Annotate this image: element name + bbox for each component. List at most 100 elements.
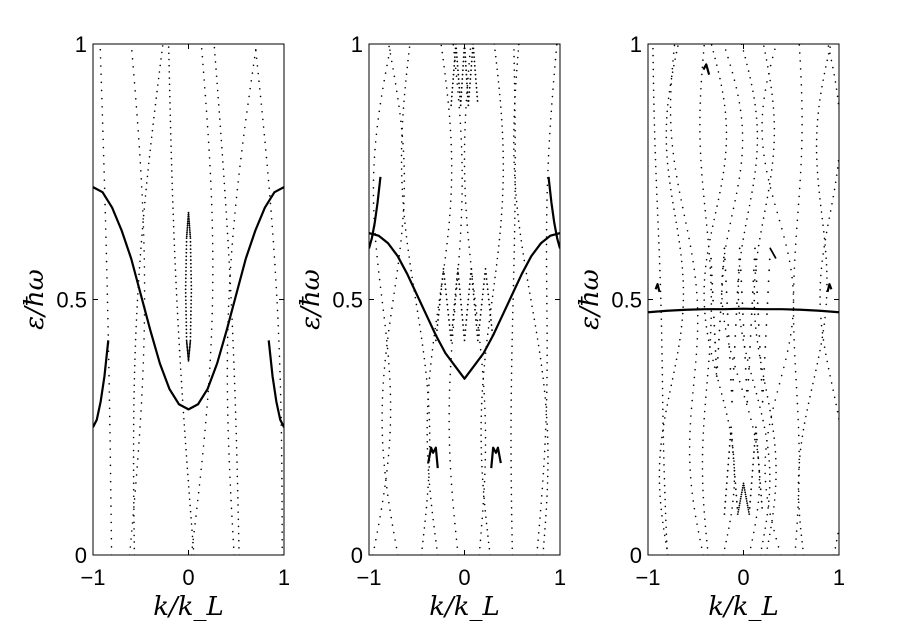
spectrum-dot: [279, 378, 282, 381]
band-dot-5: [723, 507, 726, 509]
spectrum-dot: [658, 242, 660, 244]
spectrum-dot: [480, 428, 482, 430]
spectrum-dot: [485, 522, 488, 525]
spectrum-dot: [661, 515, 663, 517]
band-dot-5: [488, 308, 491, 311]
spectrum-dot: [500, 219, 502, 222]
spectrum-dot: [692, 392, 694, 394]
spectrum-dot: [746, 63, 748, 66]
spectrum-dot: [389, 431, 391, 434]
spectrum-dot: [233, 361, 235, 363]
spectrum-dot: [542, 547, 545, 550]
spectrum-dot: [460, 216, 463, 219]
band-dot-4: [758, 346, 761, 348]
spectrum-dot: [754, 320, 756, 323]
spectrum-dot: [252, 64, 255, 67]
spectrum-dot: [466, 84, 469, 87]
spectrum-dot: [833, 73, 836, 76]
spectrum-dot: [771, 521, 773, 524]
spectrum-dot: [138, 442, 140, 444]
spectrum-dot: [236, 489, 239, 492]
spectrum-dot: [798, 44, 801, 46]
band-dot-4: [722, 265, 725, 268]
spectrum-dot: [796, 394, 798, 397]
spectrum-dot: [394, 83, 397, 85]
spectrum-dot: [773, 127, 776, 130]
band-dot-4: [751, 291, 754, 294]
band-dot-3: [189, 233, 192, 236]
spectrum-dot: [514, 89, 517, 92]
spectrum-dot: [272, 233, 274, 235]
spectrum-dot: [513, 55, 515, 58]
spectrum-dot: [399, 112, 401, 115]
spectrum-dot: [774, 492, 777, 494]
spectrum-dot: [791, 276, 793, 279]
spectrum-dot: [231, 523, 234, 525]
spectrum-dot: [672, 201, 674, 204]
spectrum-dot: [103, 171, 105, 173]
spectrum-dot: [500, 112, 503, 115]
spectrum-dot: [380, 508, 383, 510]
spectrum-dot: [816, 362, 819, 365]
spectrum-dot: [133, 508, 135, 511]
spectrum-dot: [232, 354, 235, 356]
spectrum-dot: [488, 320, 491, 323]
band-dot-5: [761, 507, 764, 509]
spectrum-dot: [720, 393, 723, 395]
spectrum-dot: [108, 374, 110, 377]
band-dot-5: [480, 308, 483, 311]
spectrum-dot: [488, 547, 491, 550]
band-dot-5: [485, 278, 488, 280]
band-curve-0: [93, 186, 284, 411]
spectrum-dot: [173, 232, 175, 234]
band-dot-5: [461, 313, 464, 316]
band-dot-5: [442, 267, 445, 270]
spectrum-dot: [680, 199, 682, 201]
spectrum-dot: [767, 66, 769, 68]
spectrum-dot: [496, 257, 499, 260]
spectrum-dot: [793, 267, 796, 269]
spectrum-dot: [191, 529, 193, 532]
spectrum-dot: [445, 80, 447, 82]
spectrum-dot: [546, 423, 548, 425]
spectrum-dot: [699, 131, 701, 133]
spectrum-dot: [544, 428, 547, 431]
spectrum-dot: [513, 109, 516, 111]
spectrum-dot: [768, 533, 771, 536]
spectrum-dot: [701, 453, 704, 456]
spectrum-dot: [205, 110, 208, 112]
spectrum-dot: [134, 98, 137, 100]
spectrum-dot: [453, 514, 455, 517]
spectrum-dot: [670, 77, 673, 80]
spectrum-dot: [510, 439, 512, 442]
spectrum-dot: [712, 359, 714, 362]
spectrum-dot: [132, 501, 135, 504]
band-dot-5: [451, 329, 453, 332]
spectrum-dot: [511, 318, 514, 321]
spectrum-dot: [824, 250, 827, 253]
spectrum-dot: [482, 383, 484, 386]
spectrum-dot: [173, 238, 175, 240]
spectrum-dot: [463, 136, 466, 138]
band-dot-3: [186, 226, 189, 229]
spectrum-dot: [170, 139, 172, 141]
spectrum-dot: [703, 44, 705, 47]
spectrum-dot: [421, 344, 424, 346]
spectrum-dot: [450, 193, 452, 195]
spectrum-dot: [517, 50, 520, 52]
spectrum-dot: [200, 48, 203, 50]
spectrum-dot: [513, 257, 515, 260]
spectrum-dot: [794, 251, 797, 253]
spectrum-dot: [143, 258, 146, 260]
spectrum-dot: [761, 130, 763, 132]
spectrum-dot: [456, 546, 459, 548]
spectrum-dot: [660, 508, 663, 511]
band-dot-6: [460, 95, 463, 98]
spectrum-dot: [545, 391, 548, 394]
spectrum-dot: [696, 322, 699, 325]
spectrum-dot: [230, 507, 233, 510]
spectrum-dot: [769, 480, 771, 482]
spectrum-dot: [143, 338, 145, 340]
spectrum-dot: [732, 453, 735, 456]
spectrum-dot: [227, 429, 229, 432]
